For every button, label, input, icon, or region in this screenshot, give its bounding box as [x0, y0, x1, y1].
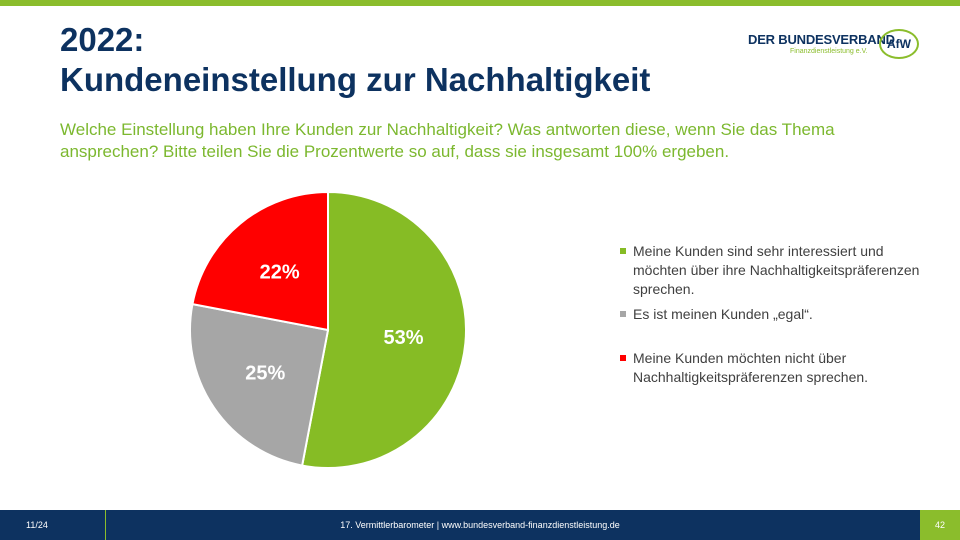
logo-sub-text: Finanzdienstleistung e.V. — [790, 48, 868, 55]
legend-swatch — [620, 311, 626, 317]
data-label: 53% — [384, 327, 424, 349]
data-label: 22% — [260, 262, 300, 284]
title-line-1: 2022: — [60, 21, 145, 58]
question-text: Welche Einstellung haben Ihre Kunden zur… — [60, 120, 835, 161]
legend-label: Meine Kunden möchten nicht über Nachhalt… — [633, 350, 869, 385]
logo-main-text: DER BUNDESVERBAND — [748, 32, 895, 47]
afw-logo: DER BUNDESVERBAND Finanzdienstleistung e… — [748, 28, 923, 62]
footer-page: 11/24 — [26, 520, 48, 530]
logo-badge: AfW — [879, 29, 919, 59]
footer-divider — [105, 510, 106, 540]
legend-item: Es ist meinen Kunden „egal“. — [620, 305, 920, 324]
pie-slice — [189, 302, 330, 467]
legend: Meine Kunden sind sehr interessiert und … — [620, 242, 920, 387]
legend-swatch — [620, 355, 626, 361]
footer: 11/24 17. Vermittlerbarometer | www.bund… — [0, 510, 960, 540]
page-title: 2022: Kundeneinstellung zur Nachhaltigke… — [60, 20, 650, 100]
legend-item: Meine Kunden sind sehr interessiert und … — [620, 242, 920, 299]
pie-slice — [300, 190, 467, 469]
top-accent-bar — [0, 0, 960, 6]
footer-text: 17. Vermittlerbarometer | www.bundesverb… — [340, 520, 620, 530]
slide-number: 42 — [920, 510, 960, 540]
pie-slice — [191, 190, 329, 332]
data-label: 25% — [245, 363, 285, 385]
pie-chart: 53% 25% 22% — [189, 190, 467, 469]
legend-item: Meine Kunden möchten nicht über Nachhalt… — [620, 349, 920, 387]
legend-swatch — [620, 248, 626, 254]
legend-label: Meine Kunden sind sehr interessiert und … — [633, 243, 920, 297]
legend-label: Es ist meinen Kunden „egal“. — [633, 306, 813, 322]
title-line-2: Kundeneinstellung zur Nachhaltigkeit — [60, 61, 651, 98]
